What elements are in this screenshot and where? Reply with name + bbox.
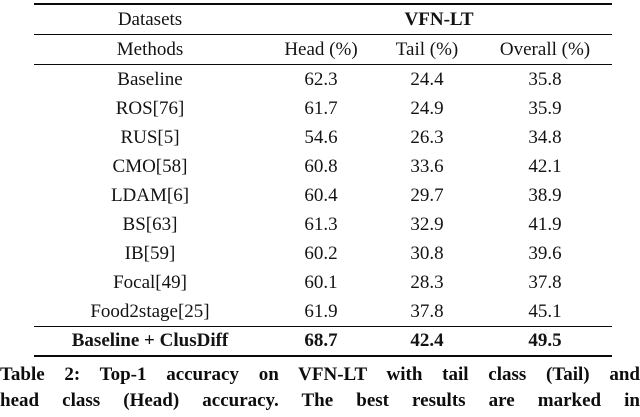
table-row: BS[63] 61.3 32.9 41.9 <box>34 210 612 239</box>
table-row: Focal[49] 60.1 28.3 37.8 <box>34 268 612 297</box>
method-cell: Food2stage[25] <box>90 301 210 322</box>
method-cell: Baseline <box>117 69 183 90</box>
column-header-tail: Tail (%) <box>376 34 478 65</box>
method-cell: BS[63] <box>122 214 178 235</box>
caption-line-2: head class (Head) accuracy. The best res… <box>0 390 640 411</box>
overall-cell: 41.9 <box>528 214 562 235</box>
datasets-label: Datasets <box>34 4 266 35</box>
method-cell: Focal[49] <box>113 272 187 293</box>
head-cell: 60.2 <box>304 243 338 264</box>
overall-cell: 35.8 <box>528 69 562 90</box>
method-cell: IB[59] <box>124 243 176 264</box>
tail-cell: 26.3 <box>410 127 444 148</box>
overall-cell: 49.5 <box>478 326 613 356</box>
dataset-name: VFN-LT <box>266 4 613 35</box>
methods-label: Methods <box>34 34 266 65</box>
column-header-head: Head (%) <box>266 34 376 65</box>
table-row: CMO[58] 60.8 33.6 42.1 <box>34 152 612 181</box>
head-cell: 61.3 <box>304 214 338 235</box>
tail-cell: 33.6 <box>410 156 444 177</box>
table-row: LDAM[6] 60.4 29.7 38.9 <box>34 181 612 210</box>
table-row: Baseline 62.3 24.4 35.8 <box>34 65 612 95</box>
overall-cell: 34.8 <box>528 127 562 148</box>
results-table: Datasets VFN-LT Methods Head (%) Tail (%… <box>34 3 613 357</box>
table-caption: Table 2: Top-1 accuracy on VFN-LT with t… <box>0 362 640 414</box>
highlight-row: Baseline + ClusDiff 68.7 42.4 49.5 <box>34 326 613 356</box>
table-row: IB[59] 60.2 30.8 39.6 <box>34 239 612 268</box>
method-cell: Baseline + ClusDiff <box>34 326 266 356</box>
tail-cell: 29.7 <box>410 185 444 206</box>
head-cell: 62.3 <box>304 69 338 90</box>
overall-cell: 45.1 <box>528 301 562 322</box>
head-cell: 60.4 <box>304 185 338 206</box>
table-row: RUS[5] 54.6 26.3 34.8 <box>34 123 612 152</box>
overall-cell: 39.6 <box>528 243 562 264</box>
overall-cell: 42.1 <box>528 156 562 177</box>
tail-cell: 32.9 <box>410 214 444 235</box>
overall-cell: 37.8 <box>528 272 562 293</box>
table-row: ROS[76] 61.7 24.9 35.9 <box>34 94 612 123</box>
head-cell: 54.6 <box>304 127 338 148</box>
head-cell: 61.7 <box>304 98 338 119</box>
head-cell: 61.9 <box>304 301 338 322</box>
overall-cell: 35.9 <box>528 98 562 119</box>
head-cell: 60.8 <box>304 156 338 177</box>
head-cell: 60.1 <box>304 272 338 293</box>
method-cell: CMO[58] <box>112 156 188 177</box>
table-row: Food2stage[25] 61.9 37.8 45.1 <box>34 297 612 327</box>
caption-line-1: Table 2: Top-1 accuracy on VFN-LT with t… <box>0 364 640 385</box>
table-header-datasets-row: Datasets VFN-LT <box>34 4 613 35</box>
method-cell: RUS[5] <box>120 127 180 148</box>
column-header-overall: Overall (%) <box>478 34 613 65</box>
table-header-columns-row: Methods Head (%) Tail (%) Overall (%) <box>34 34 613 65</box>
method-cell: ROS[76] <box>115 98 185 119</box>
tail-cell: 37.8 <box>410 301 444 322</box>
tail-cell: 30.8 <box>410 243 444 264</box>
head-cell: 68.7 <box>266 326 376 356</box>
tail-cell: 28.3 <box>410 272 444 293</box>
overall-cell: 38.9 <box>528 185 562 206</box>
method-cell: LDAM[6] <box>110 185 190 206</box>
tail-cell: 42.4 <box>376 326 478 356</box>
tail-cell: 24.4 <box>410 69 444 90</box>
tail-cell: 24.9 <box>410 98 444 119</box>
